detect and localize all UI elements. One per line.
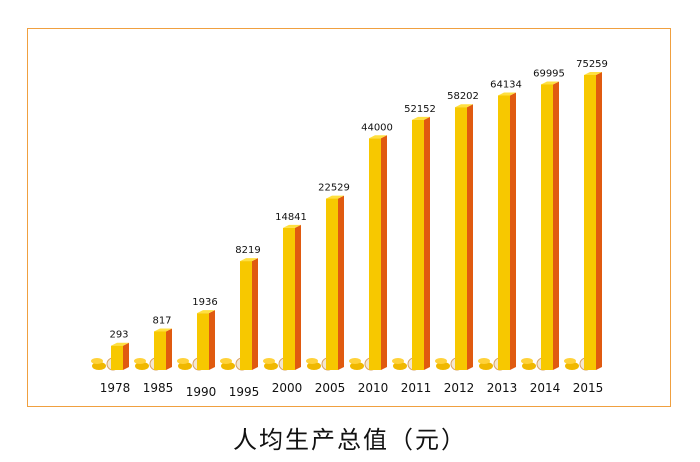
bar-top [154, 328, 172, 332]
bar [369, 138, 381, 370]
x-tick-label: 2013 [487, 381, 518, 395]
bar-side [252, 258, 258, 370]
bar-side [596, 72, 602, 370]
coins-icon [307, 362, 321, 370]
bar-top [498, 92, 516, 96]
coins-icon [91, 358, 103, 364]
bar-side [166, 328, 172, 370]
data-label: 44000 [361, 122, 393, 133]
x-tick-label: 2010 [358, 381, 389, 395]
data-label: 75259 [576, 59, 608, 70]
data-label: 52152 [404, 104, 436, 115]
coins-icon [350, 362, 364, 370]
bar [412, 119, 424, 370]
x-tick-label: 2014 [530, 381, 561, 395]
bar-side [510, 92, 516, 370]
data-label: 22529 [318, 183, 350, 194]
chart-frame [27, 28, 671, 407]
coins-icon [178, 362, 192, 370]
bar-top [584, 72, 602, 75]
bar-side [553, 81, 559, 370]
bar [498, 95, 510, 370]
data-label: 1936 [192, 297, 217, 308]
bar-top [326, 195, 344, 199]
bar [584, 75, 596, 370]
data-label: 817 [152, 315, 171, 326]
bar-top [240, 258, 258, 262]
bar [541, 84, 553, 370]
x-tick-label: 1990 [186, 385, 217, 399]
bar-top [412, 116, 430, 120]
coins-icon [393, 362, 407, 370]
bar-side [338, 195, 344, 370]
data-label: 69995 [533, 68, 565, 79]
data-label: 58202 [447, 91, 479, 102]
x-tick-label: 1978 [100, 381, 131, 395]
bar [111, 345, 123, 370]
bar-top [541, 81, 559, 85]
coins-icon [221, 362, 235, 370]
bar-side [424, 116, 430, 370]
bar [283, 227, 295, 370]
data-label: 293 [109, 330, 128, 341]
bar-top [283, 224, 301, 228]
bar [326, 198, 338, 370]
coins-icon [522, 362, 536, 370]
bar [154, 331, 166, 370]
x-tick-label: 2012 [444, 381, 475, 395]
coins-icon [392, 358, 404, 364]
bar-top [197, 310, 215, 314]
bar-top [111, 342, 129, 346]
bar [455, 107, 467, 370]
coins-icon [478, 358, 490, 364]
coins-icon [263, 358, 275, 364]
bar [240, 261, 252, 370]
coins-icon [435, 358, 447, 364]
coins-icon [220, 358, 232, 364]
coins-icon [306, 358, 318, 364]
x-tick-label: 2005 [315, 381, 346, 395]
coins-icon [264, 362, 278, 370]
data-label: 14841 [275, 212, 307, 223]
bar-side [467, 104, 473, 370]
coins-icon [135, 362, 149, 370]
x-tick-label: 1995 [229, 385, 260, 399]
x-tick-label: 1985 [143, 381, 174, 395]
coins-icon [564, 358, 576, 364]
bar-side [209, 310, 215, 370]
x-tick-label: 2015 [573, 381, 604, 395]
bar-side [295, 224, 301, 370]
bar-top [455, 104, 473, 108]
coins-icon [134, 358, 146, 364]
chart-title: 人均生产总值（元） [233, 426, 467, 454]
bar-side [123, 342, 129, 370]
x-tick-label: 2000 [272, 381, 303, 395]
coins-icon [177, 358, 189, 364]
coins-icon [521, 358, 533, 364]
bar-side [381, 135, 387, 370]
data-label: 64134 [490, 79, 522, 90]
bar-top [369, 135, 387, 139]
coins-icon [436, 362, 450, 370]
data-label: 8219 [235, 245, 260, 256]
x-tick-label: 2011 [401, 381, 432, 395]
coins-icon [479, 362, 493, 370]
coins-icon [349, 358, 361, 364]
coins-icon [92, 362, 106, 370]
bar [197, 313, 209, 370]
coins-icon [565, 362, 579, 370]
